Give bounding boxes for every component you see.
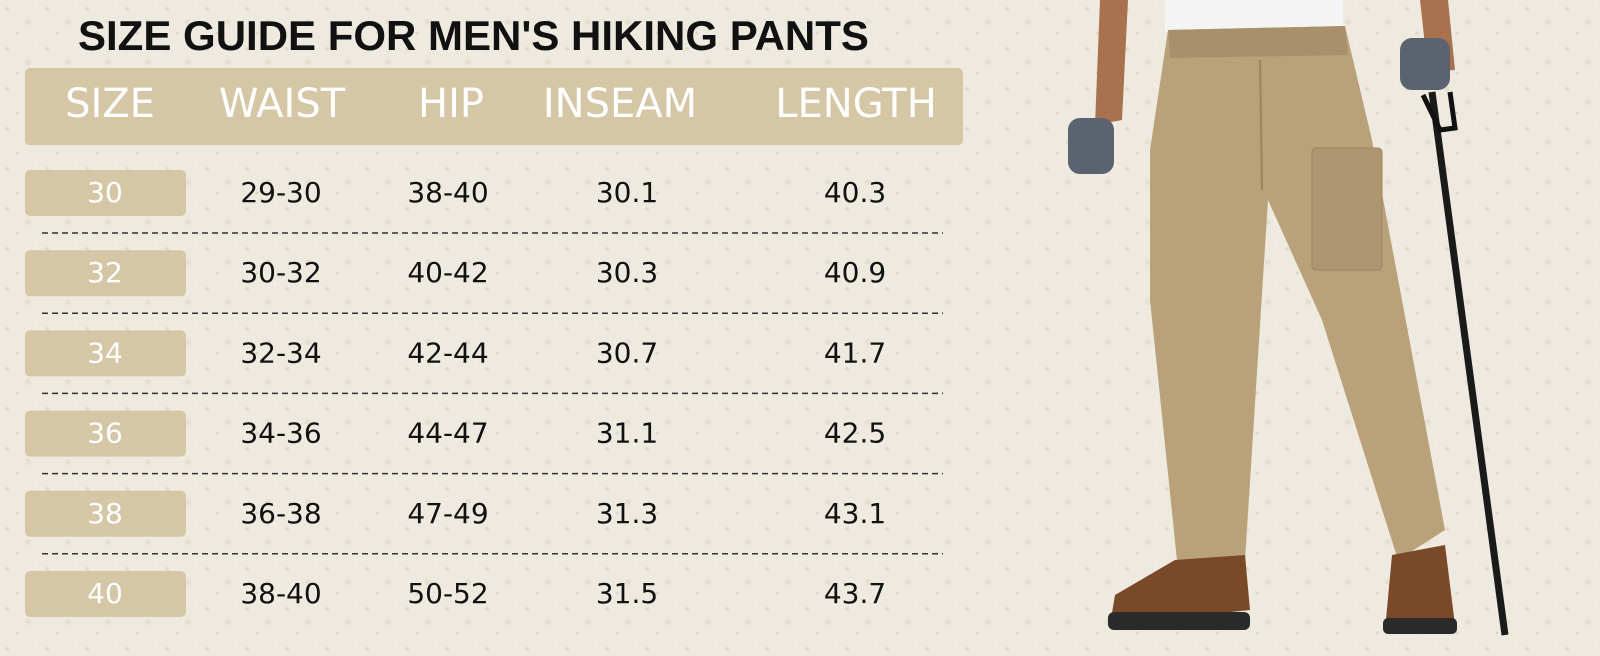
table-cell: 40.3 (824, 176, 886, 209)
size-pill (25, 571, 186, 617)
product-photo (1068, 0, 1509, 636)
table-cell: 40.9 (824, 256, 886, 289)
table-cell: 31.3 (596, 497, 658, 530)
table-cell: 31.1 (596, 417, 658, 450)
size-pill (25, 330, 186, 377)
table-cell: 30.7 (596, 336, 658, 369)
column-header: HIP (418, 81, 484, 127)
table-cell: 50-52 (407, 577, 488, 610)
table-cell: 30-32 (240, 256, 321, 289)
table-cell: 38-40 (240, 577, 321, 610)
table-cell: 40-42 (407, 256, 488, 289)
table-cell: 36-38 (240, 497, 321, 530)
column-header: WAIST (219, 81, 346, 127)
column-header: LENGTH (775, 81, 937, 127)
size-cell: 34 (87, 336, 123, 369)
table-cell: 42.5 (824, 417, 886, 450)
table-cell: 31.5 (596, 577, 658, 610)
size-cell: 38 (87, 497, 123, 530)
column-header: SIZE (65, 81, 155, 127)
table-cell: 38-40 (407, 176, 488, 209)
size-pill (25, 170, 186, 216)
table-cell: 32-34 (240, 336, 321, 369)
header-bar (25, 68, 963, 145)
size-cell: 36 (87, 417, 123, 450)
title: SIZE GUIDE FOR MEN'S HIKING PANTS (78, 12, 869, 59)
table-cell: 44-47 (407, 417, 488, 450)
table-cell: 29-30 (240, 176, 321, 209)
size-pill (25, 490, 186, 537)
table: SIZE WAIST HIP INSEAM LENGTH 30 29-30 38-40 30.1… (25, 81, 943, 617)
table-cell: 30.1 (596, 176, 658, 209)
size-cell: 32 (87, 256, 123, 289)
table-cell: 30.3 (596, 256, 658, 289)
size-cell: 40 (87, 577, 123, 610)
table-cell: 43.7 (824, 577, 886, 610)
column-header: INSEAM (543, 81, 697, 127)
size-pill (25, 410, 186, 457)
table-cell: 34-36 (240, 417, 321, 450)
table-cell: 43.1 (824, 497, 886, 530)
table-cell: 42-44 (407, 336, 488, 369)
table-cell: 47-49 (407, 497, 488, 530)
table-cell: 41.7 (824, 336, 886, 369)
size-pill (25, 250, 186, 297)
size-cell: 30 (87, 176, 123, 209)
